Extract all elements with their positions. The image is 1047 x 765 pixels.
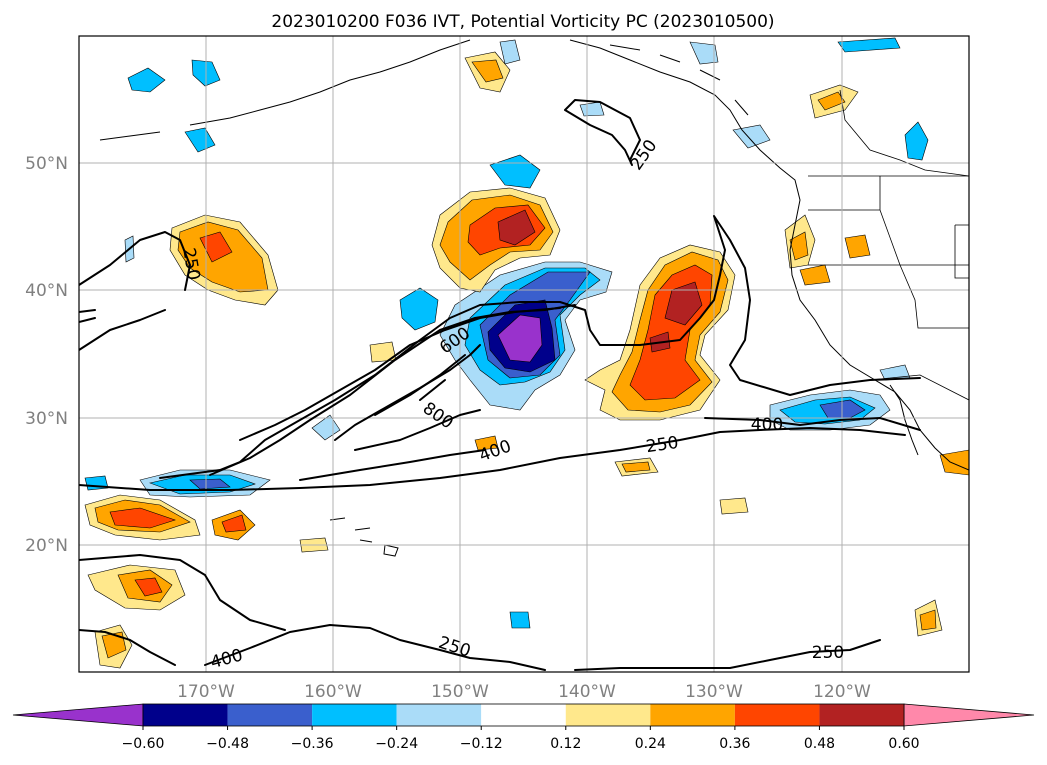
colorbar-tick-label: 0.60	[888, 736, 919, 752]
colorbar-bin	[819, 704, 904, 726]
colorbar-bin	[227, 704, 313, 726]
ivt-label: 250	[812, 643, 844, 663]
ivt-label: 250	[645, 433, 680, 457]
figure-title: 2023010200 F036 IVT, Potential Vorticity…	[271, 12, 774, 32]
lat-label: 50°N	[25, 154, 68, 174]
colorbar-tick-label: −0.36	[291, 736, 334, 752]
colorbar-tick-label: 0.36	[719, 736, 750, 752]
lat-labels: 50°N 40°N 30°N 20°N	[25, 154, 68, 556]
colorbar: −0.60 −0.48 −0.36 −0.24 −0.12 0.12 0.24 0.36 0.4…	[12, 703, 1035, 752]
lon-label: 170°W	[177, 682, 235, 702]
colorbar-bin	[650, 704, 735, 726]
lon-label: 130°W	[685, 682, 743, 702]
pv-negative-anomaly-central	[439, 261, 613, 411]
colorbar-tick-label: 0.24	[635, 736, 666, 752]
map-panel: 250 250 600 800 400 250 400 250 400 250	[79, 36, 969, 672]
lat-label: 30°N	[25, 409, 68, 429]
colorbar-under-arrow	[12, 703, 144, 727]
lon-label: 150°W	[431, 682, 489, 702]
colorbar-bin	[396, 704, 482, 726]
colorbar-tick-label: −0.60	[122, 736, 165, 752]
colorbar-bin	[143, 704, 228, 726]
lon-label: 120°W	[813, 682, 871, 702]
lat-label: 20°N	[25, 536, 68, 556]
colorbar-bin	[565, 704, 651, 726]
colorbar-tick-label: −0.24	[375, 736, 418, 752]
ivt-contours	[79, 99, 921, 671]
colorbar-tick-label: −0.12	[460, 736, 503, 752]
gridlines	[79, 36, 969, 672]
lon-label: 140°W	[558, 682, 616, 702]
colorbar-bin	[481, 704, 566, 726]
pv-shading	[84, 37, 969, 669]
pv-neg-blob	[399, 287, 439, 331]
map-frame	[78, 35, 970, 673]
pv-positive-anomaly-central	[584, 244, 736, 421]
colorbar-bin	[312, 704, 397, 726]
lat-label: 40°N	[25, 281, 68, 301]
pv-positive-anomaly-northern	[431, 187, 561, 293]
colorbar-bin	[734, 704, 820, 726]
lon-labels: 170°W 160°W 150°W 140°W 130°W 120°W	[177, 682, 871, 702]
colorbar-tick-label: 0.12	[550, 736, 581, 752]
lon-label: 160°W	[304, 682, 362, 702]
ivt-label: 400	[751, 415, 783, 435]
colorbar-over-arrow	[903, 703, 1035, 727]
colorbar-tick-label: 0.48	[804, 736, 835, 752]
coastlines	[99, 39, 969, 557]
colorbar-tick-label: −0.48	[206, 736, 249, 752]
